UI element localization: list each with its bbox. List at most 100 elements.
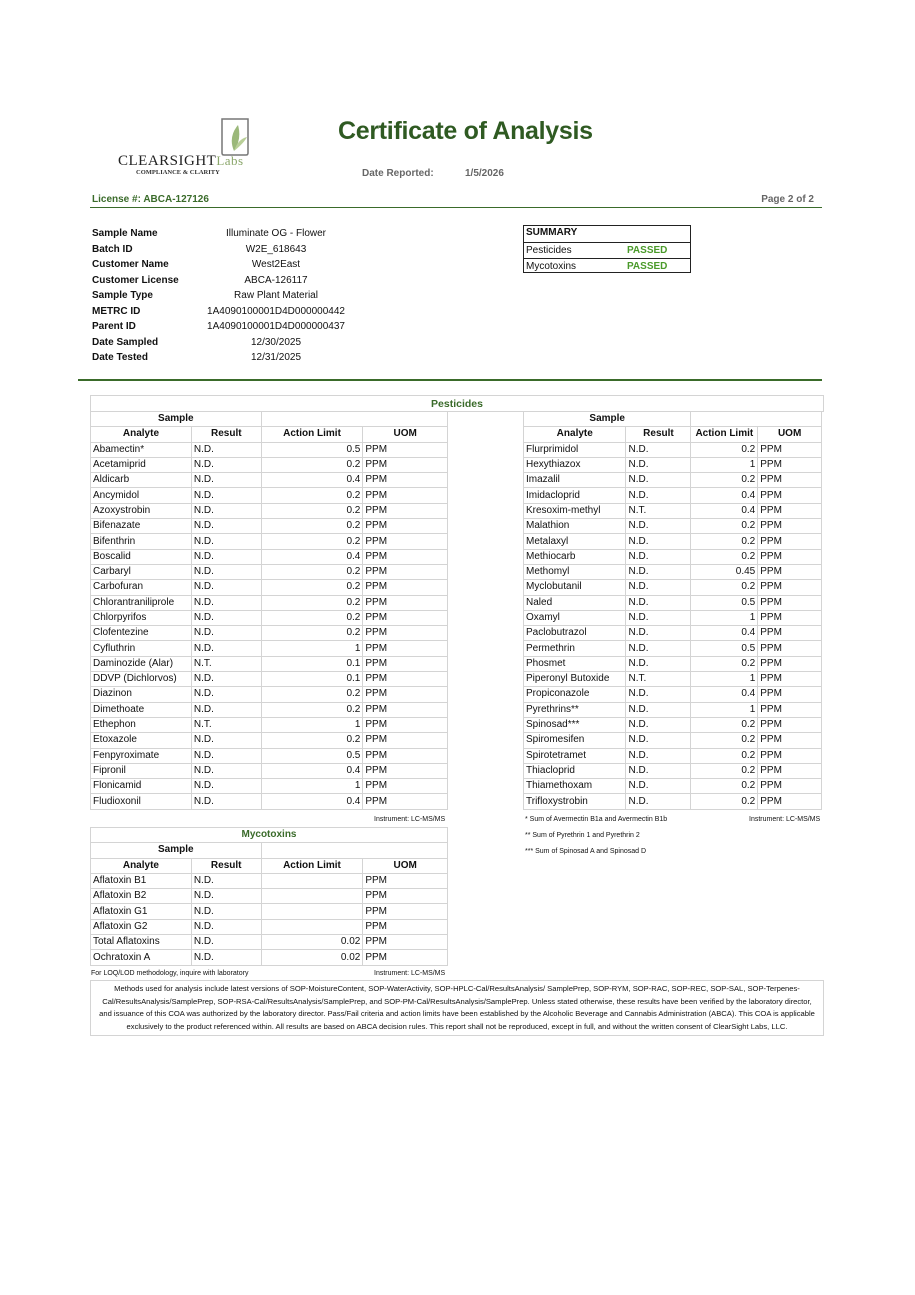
summary-row: Mycotoxins PASSED bbox=[524, 259, 690, 274]
analyte-cell: Trifloxystrobin bbox=[522, 793, 627, 810]
analyte-cell: Spinosad*** bbox=[522, 716, 627, 734]
table-row: Diazinon N.D. 0.2 PPM bbox=[90, 686, 448, 703]
analyte-cell: Kresoxim-methyl bbox=[522, 502, 627, 520]
analyte-cell: Diazinon bbox=[90, 686, 192, 703]
info-label: Sample Name bbox=[92, 228, 158, 239]
action-limit-cell: 0.2 bbox=[260, 625, 364, 642]
action-limit-cell: 0.5 bbox=[690, 594, 759, 611]
analyte-cell: Ethephon bbox=[90, 716, 192, 734]
table-row: Kresoxim-methyl N.T. 0.4 PPM bbox=[522, 502, 822, 520]
sample-header-row: Sample bbox=[90, 410, 449, 428]
table-row: Chlorpyrifos N.D. 0.2 PPM bbox=[90, 609, 448, 627]
table-row: Flonicamid N.D. 1 PPM bbox=[90, 778, 448, 795]
info-value: ABCA-126117 bbox=[244, 274, 308, 286]
result-cell: N.D. bbox=[625, 518, 692, 535]
result-cell: N.D. bbox=[190, 472, 262, 489]
result-cell: N.D. bbox=[625, 456, 692, 474]
sample-header: Sample bbox=[522, 410, 692, 428]
action-limit-cell: 0.2 bbox=[690, 778, 759, 795]
analyte-cell: Methomyl bbox=[522, 563, 627, 581]
result-cell: N.D. bbox=[190, 533, 262, 550]
table-row: Spirotetramet N.D. 0.2 PPM bbox=[522, 747, 822, 764]
uom-cell: PPM bbox=[362, 625, 448, 642]
analyte-cell: Metalaxyl bbox=[522, 533, 627, 550]
table-row: Aflatoxin G1 N.D. PPM bbox=[90, 903, 448, 920]
table-row: Fenpyroximate N.D. 0.5 PPM bbox=[90, 747, 448, 764]
analyte-cell: Imazalil bbox=[522, 472, 627, 489]
analyte-cell: Paclobutrazol bbox=[522, 625, 627, 642]
instrument-right: Instrument: LC-MS/MS bbox=[749, 816, 821, 823]
uom-cell: PPM bbox=[362, 579, 448, 596]
action-limit-cell: 0.5 bbox=[260, 747, 364, 764]
analyte-cell: Pyrethrins** bbox=[522, 701, 627, 718]
analyte-cell: DDVP (Dichlorvos) bbox=[90, 671, 192, 688]
uom-cell: PPM bbox=[362, 548, 448, 565]
analyte-cell: Abamectin* bbox=[90, 441, 192, 458]
logo-text: CLEARSIGHT bbox=[118, 153, 217, 169]
action-limit-cell: 0.2 bbox=[260, 579, 364, 596]
action-limit-cell: 0.2 bbox=[690, 793, 759, 810]
action-limit-cell: 1 bbox=[690, 456, 759, 474]
analyte-cell: Ancymidol bbox=[90, 487, 192, 504]
mycotoxins-table: Mycotoxins Sample Analyte Result Action Limi… bbox=[90, 826, 449, 966]
analyte-cell: Methiocarb bbox=[522, 548, 627, 565]
analyte-cell: Azoxystrobin bbox=[90, 502, 192, 520]
uom-cell: PPM bbox=[757, 518, 822, 535]
uom-cell: PPM bbox=[757, 472, 822, 489]
uom-cell: PPM bbox=[362, 609, 448, 627]
uom-cell: PPM bbox=[362, 949, 448, 966]
page-number: Page 2 of 2 bbox=[761, 194, 814, 205]
analyte-cell: Aflatoxin B1 bbox=[90, 872, 192, 890]
footnote: *** Sum of Spinosad A and Spinosad D bbox=[525, 848, 647, 855]
action-limit-cell: 0.2 bbox=[690, 441, 759, 458]
uom-cell: PPM bbox=[362, 793, 448, 810]
action-limit-cell: 0.2 bbox=[260, 518, 364, 535]
result-cell: N.D. bbox=[625, 640, 692, 657]
table-row: Paclobutrazol N.D. 0.4 PPM bbox=[522, 625, 822, 642]
analyte-cell: Permethrin bbox=[522, 640, 627, 657]
analyte-cell: Daminozide (Alar) bbox=[90, 655, 192, 673]
analyte-cell: Aflatoxin G1 bbox=[90, 903, 192, 920]
analyte-cell: Fipronil bbox=[90, 762, 192, 780]
column-header: UOM bbox=[362, 857, 448, 874]
header-divider bbox=[90, 207, 822, 208]
result-cell: N.T. bbox=[625, 502, 692, 520]
info-label: Customer License bbox=[92, 274, 179, 286]
info-value: Illuminate OG - Flower bbox=[225, 228, 327, 239]
table-row: Propiconazole N.D. 0.4 PPM bbox=[522, 686, 822, 703]
uom-cell: PPM bbox=[362, 762, 448, 780]
uom-cell: PPM bbox=[362, 778, 448, 795]
result-cell: N.D. bbox=[190, 441, 262, 458]
sample-header: Sample bbox=[90, 842, 262, 859]
table-row: Myclobutanil N.D. 0.2 PPM bbox=[522, 579, 822, 596]
uom-cell: PPM bbox=[757, 487, 822, 504]
uom-cell: PPM bbox=[757, 716, 822, 734]
table-row: Carbofuran N.D. 0.2 PPM bbox=[90, 579, 448, 596]
result-cell: N.D. bbox=[190, 686, 262, 703]
table-row: Thiacloprid N.D. 0.2 PPM bbox=[522, 762, 822, 780]
uom-cell: PPM bbox=[757, 701, 822, 718]
uom-cell: PPM bbox=[362, 888, 448, 905]
column-header: Analyte bbox=[522, 426, 627, 443]
info-value: W2E_618643 bbox=[245, 243, 307, 255]
status-badge: PASSED bbox=[627, 261, 668, 272]
result-cell: N.D. bbox=[625, 762, 692, 780]
footnote: * Sum of Avermectin B1a and Avermectin B… bbox=[525, 816, 668, 823]
result-cell: N.D. bbox=[190, 888, 262, 905]
table-row: Metalaxyl N.D. 0.2 PPM bbox=[522, 533, 822, 550]
result-cell: N.D. bbox=[190, 903, 262, 920]
instrument-myco: Instrument: LC-MS/MS bbox=[374, 970, 446, 977]
table-row: Azoxystrobin N.D. 0.2 PPM bbox=[90, 502, 448, 520]
info-row: Customer Name West2East bbox=[92, 259, 392, 275]
result-cell: N.D. bbox=[625, 625, 692, 642]
result-cell: N.D. bbox=[625, 686, 692, 703]
table-row: Fipronil N.D. 0.4 PPM bbox=[90, 762, 448, 780]
result-cell: N.D. bbox=[190, 487, 262, 504]
result-cell: N.D. bbox=[190, 456, 262, 474]
table-row: Aflatoxin B2 N.D. PPM bbox=[90, 888, 448, 905]
result-cell: N.D. bbox=[190, 548, 262, 565]
logo: CLEARSIGHTLabs COMPLIANCE & CLARITY bbox=[118, 117, 253, 179]
analyte-cell: Carbaryl bbox=[90, 563, 192, 581]
result-cell: N.D. bbox=[190, 594, 262, 611]
uom-cell: PPM bbox=[757, 548, 822, 565]
